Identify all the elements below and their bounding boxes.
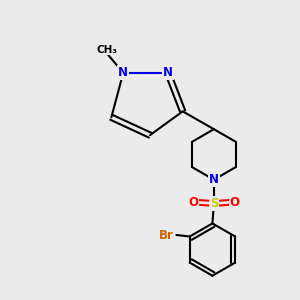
Text: Br: Br xyxy=(159,229,173,242)
Text: S: S xyxy=(210,197,218,210)
Text: O: O xyxy=(230,196,240,208)
Text: N: N xyxy=(209,173,219,186)
Text: N: N xyxy=(163,66,173,79)
Text: O: O xyxy=(188,196,198,208)
Text: N: N xyxy=(118,66,128,79)
Text: CH₃: CH₃ xyxy=(96,45,117,55)
